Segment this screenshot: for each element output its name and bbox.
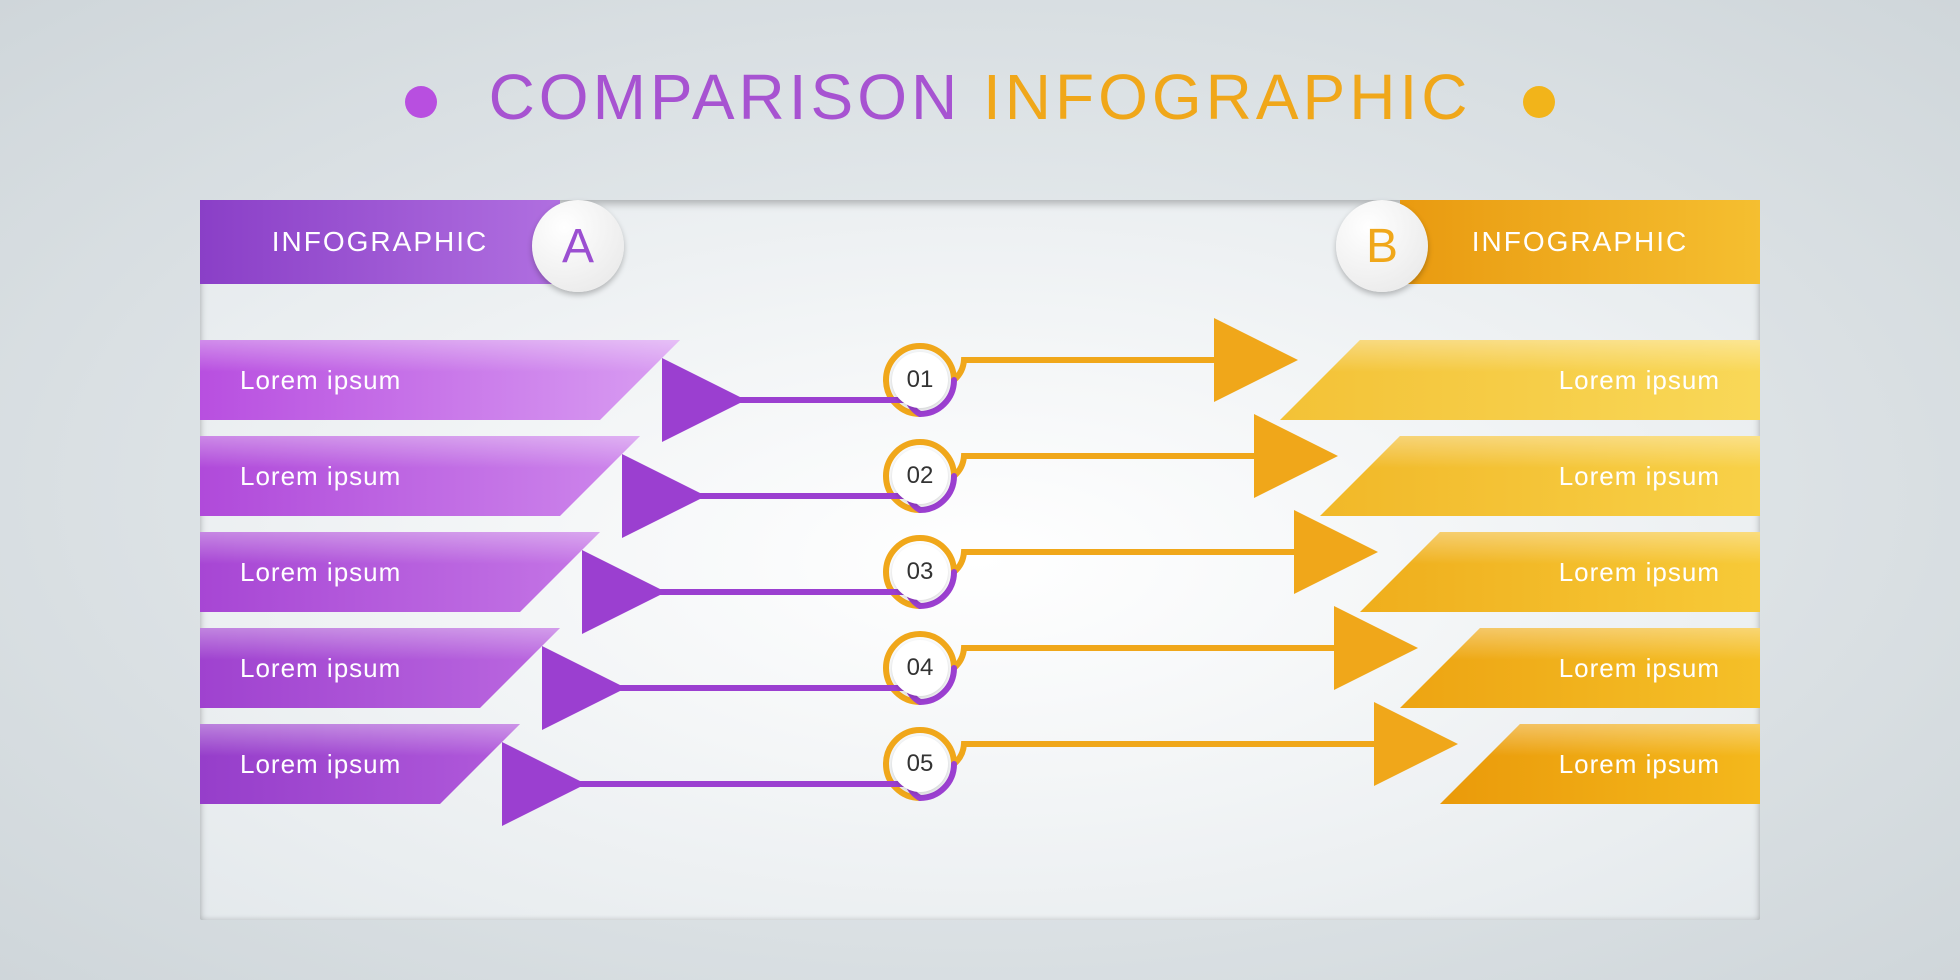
number-badge-4: 04 xyxy=(892,640,948,696)
title-dot-right xyxy=(1523,86,1555,118)
title-dot-left xyxy=(405,86,437,118)
number-badge-1: 01 xyxy=(892,352,948,408)
comparison-panel: INFOGRAPHIC A INFOGRAPHIC B Lorem ipsumL… xyxy=(200,200,1760,920)
connector-5 xyxy=(200,200,1760,920)
page-title: COMPARISON INFOGRAPHIC xyxy=(0,60,1960,134)
number-badge-5: 05 xyxy=(892,736,948,792)
title-word-2: INFOGRAPHIC xyxy=(983,61,1471,133)
number-badge-3: 03 xyxy=(892,544,948,600)
number-badge-2: 02 xyxy=(892,448,948,504)
title-word-1: COMPARISON xyxy=(489,61,962,133)
